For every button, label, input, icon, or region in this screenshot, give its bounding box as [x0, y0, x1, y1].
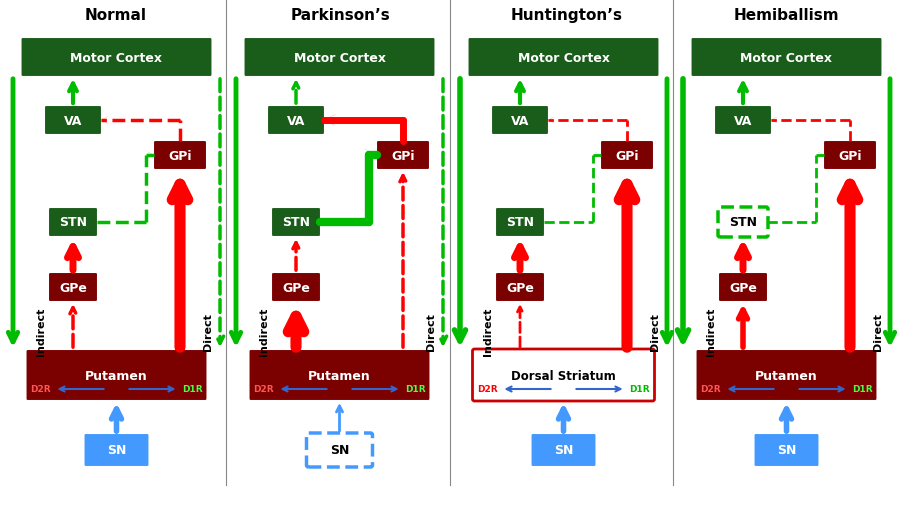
- FancyBboxPatch shape: [718, 273, 768, 302]
- Text: Direct: Direct: [650, 313, 660, 350]
- FancyBboxPatch shape: [696, 349, 877, 401]
- FancyBboxPatch shape: [249, 349, 430, 401]
- Text: Direct: Direct: [873, 313, 883, 350]
- Text: SN: SN: [554, 443, 573, 457]
- Text: Putamen: Putamen: [85, 369, 148, 382]
- Text: Huntington’s: Huntington’s: [511, 8, 623, 23]
- Text: Dorsal Striatum: Dorsal Striatum: [511, 369, 616, 382]
- FancyBboxPatch shape: [153, 141, 207, 171]
- Text: STN: STN: [506, 216, 534, 229]
- Text: SN: SN: [330, 443, 350, 457]
- Text: STN: STN: [282, 216, 310, 229]
- Text: SN: SN: [107, 443, 126, 457]
- Text: D2R: D2R: [700, 385, 721, 394]
- Text: Direct: Direct: [203, 313, 213, 350]
- Text: VA: VA: [734, 114, 752, 127]
- Text: STN: STN: [59, 216, 87, 229]
- FancyBboxPatch shape: [267, 106, 325, 136]
- FancyBboxPatch shape: [495, 208, 545, 237]
- FancyBboxPatch shape: [491, 106, 549, 136]
- Text: VA: VA: [511, 114, 529, 127]
- Text: Putamen: Putamen: [308, 369, 370, 382]
- FancyBboxPatch shape: [468, 38, 659, 78]
- Text: Indirect: Indirect: [36, 307, 46, 356]
- Text: GPe: GPe: [729, 281, 757, 294]
- FancyBboxPatch shape: [718, 208, 768, 237]
- Text: SN: SN: [777, 443, 796, 457]
- FancyBboxPatch shape: [21, 38, 212, 78]
- Text: Indirect: Indirect: [483, 307, 493, 356]
- Text: Indirect: Indirect: [259, 307, 269, 356]
- Text: VA: VA: [64, 114, 83, 127]
- Text: VA: VA: [287, 114, 305, 127]
- Text: D1R: D1R: [183, 385, 202, 394]
- Text: D1R: D1R: [853, 385, 873, 394]
- FancyBboxPatch shape: [823, 141, 877, 171]
- Text: Direct: Direct: [426, 313, 436, 350]
- Text: Parkinson’s: Parkinson’s: [291, 8, 390, 23]
- Text: GPe: GPe: [59, 281, 87, 294]
- Text: Motor Cortex: Motor Cortex: [741, 52, 833, 64]
- Text: GPe: GPe: [506, 281, 534, 294]
- FancyBboxPatch shape: [48, 273, 98, 302]
- FancyBboxPatch shape: [600, 141, 654, 171]
- FancyBboxPatch shape: [690, 38, 883, 78]
- FancyBboxPatch shape: [307, 433, 372, 467]
- Text: Motor Cortex: Motor Cortex: [518, 52, 609, 64]
- Text: GPi: GPi: [391, 149, 415, 162]
- Text: STN: STN: [729, 216, 757, 229]
- Text: GPe: GPe: [282, 281, 310, 294]
- Text: Normal: Normal: [85, 8, 147, 23]
- FancyBboxPatch shape: [243, 38, 436, 78]
- FancyBboxPatch shape: [472, 349, 655, 401]
- FancyBboxPatch shape: [25, 349, 208, 401]
- Text: D1R: D1R: [629, 385, 650, 394]
- Text: Indirect: Indirect: [706, 307, 716, 356]
- Text: Motor Cortex: Motor Cortex: [293, 52, 386, 64]
- FancyBboxPatch shape: [84, 433, 150, 467]
- FancyBboxPatch shape: [376, 141, 430, 171]
- Text: D2R: D2R: [478, 385, 498, 394]
- FancyBboxPatch shape: [271, 273, 321, 302]
- Text: GPi: GPi: [838, 149, 862, 162]
- Text: GPi: GPi: [616, 149, 638, 162]
- Text: D2R: D2R: [30, 385, 51, 394]
- Text: Hemiballism: Hemiballism: [733, 8, 839, 23]
- Text: GPi: GPi: [168, 149, 192, 162]
- FancyBboxPatch shape: [530, 433, 597, 467]
- FancyBboxPatch shape: [714, 106, 772, 136]
- FancyBboxPatch shape: [44, 106, 102, 136]
- FancyBboxPatch shape: [495, 273, 545, 302]
- Text: Motor Cortex: Motor Cortex: [71, 52, 163, 64]
- Text: D2R: D2R: [253, 385, 274, 394]
- Text: Putamen: Putamen: [755, 369, 818, 382]
- FancyBboxPatch shape: [271, 208, 321, 237]
- FancyBboxPatch shape: [754, 433, 820, 467]
- Text: D1R: D1R: [405, 385, 426, 394]
- FancyBboxPatch shape: [48, 208, 98, 237]
